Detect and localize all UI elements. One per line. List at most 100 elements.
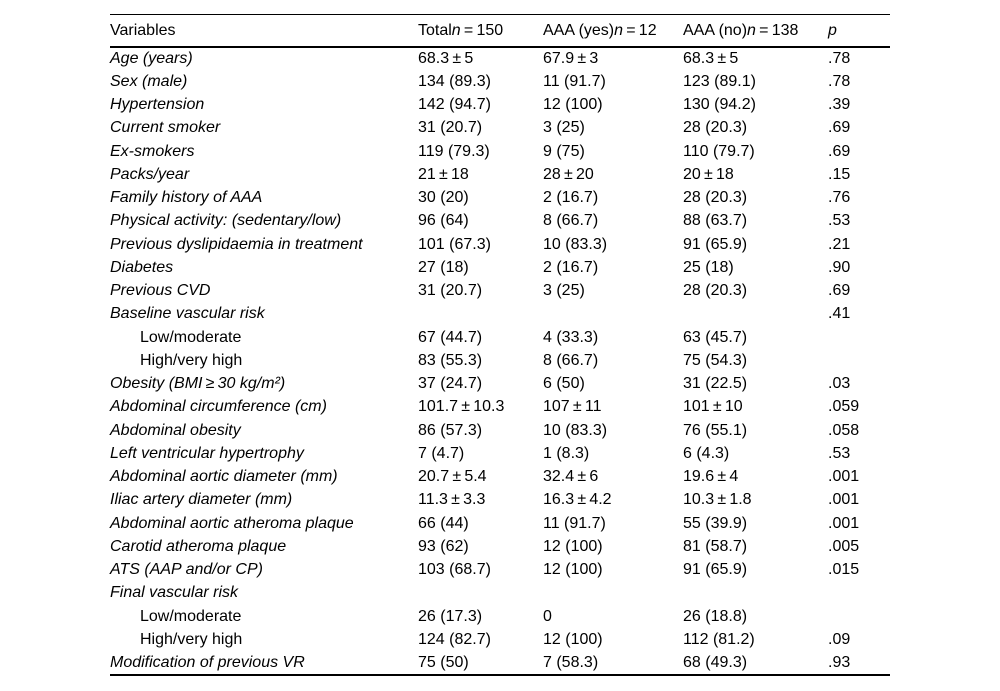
col-header-total-count: = 150 <box>460 21 504 39</box>
cell-aaa-yes: 0 <box>543 607 552 625</box>
table-row: Modification of previous VR 75 (50) 7 (5… <box>110 652 890 675</box>
row-label: Ex-smokers <box>110 142 195 160</box>
row-label: Abdominal obesity <box>110 421 241 439</box>
cell-aaa-no: 6 (4.3) <box>683 444 730 462</box>
cell-aaa-yes: 12 (100) <box>543 96 603 114</box>
cell-aaa-no <box>683 303 828 326</box>
row-label: Previous dyslipidaemia in treatment <box>110 235 363 253</box>
cell-p: .001 <box>828 514 860 532</box>
cell-aaa-no: 28 (20.3) <box>683 282 748 300</box>
table-row: Current smoker 31 (20.7) 3 (25) 28 (20.3… <box>110 117 890 140</box>
cell-p: .005 <box>828 537 860 555</box>
col-header-variables-label: Variables <box>110 21 176 39</box>
cell-p: .53 <box>828 444 851 462</box>
cell-aaa-yes <box>543 303 683 326</box>
cell-p: .78 <box>828 72 851 90</box>
table-row: Hypertension 142 (94.7) 12 (100) 130 (94… <box>110 94 890 117</box>
cell-p: .001 <box>828 468 860 486</box>
cell-p: .41 <box>828 305 851 323</box>
row-label: Low/moderate <box>140 328 242 346</box>
row-label: Iliac artery diameter (mm) <box>110 491 293 509</box>
cell-aaa-yes <box>543 582 683 605</box>
row-label: Left ventricular hypertrophy <box>110 444 304 462</box>
table-row: Family history of AAA 30 (20) 2 (16.7) 2… <box>110 187 890 210</box>
cell-aaa-yes: 4 (33.3) <box>543 328 599 346</box>
cell-aaa-no: 55 (39.9) <box>683 514 748 532</box>
cell-aaa-yes: 3 (25) <box>543 282 585 300</box>
cell-total: 27 (18) <box>418 258 469 276</box>
row-label: Low/moderate <box>140 607 242 625</box>
cell-aaa-yes: 11 (91.7) <box>543 72 606 90</box>
cell-aaa-no: 63 (45.7) <box>683 328 748 346</box>
cell-aaa-no: 68 (49.3) <box>683 653 748 671</box>
cell-aaa-yes: 2 (16.7) <box>543 258 599 276</box>
cell-aaa-no: 68.3 ± 5 <box>683 50 739 68</box>
row-label: Abdominal aortic diameter (mm) <box>110 468 338 486</box>
cell-aaa-no: 76 (55.1) <box>683 421 748 439</box>
row-label: Diabetes <box>110 258 174 276</box>
cell-aaa-no <box>683 582 828 605</box>
cell-total: 101.7 ± 10.3 <box>418 398 505 416</box>
row-label: High/very high <box>140 351 243 369</box>
table-row: Diabetes 27 (18) 2 (16.7) 25 (18) .90 <box>110 256 890 279</box>
table-row: Carotid atheroma plaque 93 (62) 12 (100)… <box>110 535 890 558</box>
row-label: Modification of previous VR <box>110 653 305 671</box>
row-label: Abdominal circumference (cm) <box>110 398 327 416</box>
cell-aaa-yes: 28 ± 20 <box>543 165 594 183</box>
col-header-total-label: Total <box>418 21 452 39</box>
cell-aaa-no: 81 (58.7) <box>683 537 748 555</box>
table-row: Previous dyslipidaemia in treatment 101 … <box>110 233 890 256</box>
table-row: Abdominal aortic diameter (mm) 20.7 ± 5.… <box>110 466 890 489</box>
table-row: Physical activity: (sedentary/low) 96 (6… <box>110 210 890 233</box>
cell-aaa-no: 112 (81.2) <box>683 630 755 648</box>
cell-p: .001 <box>828 491 860 509</box>
col-header-aaa-yes-label: AAA (yes) <box>543 21 615 39</box>
cell-p: .90 <box>828 258 851 276</box>
cell-aaa-yes: 1 (8.3) <box>543 444 590 462</box>
cell-total: 119 (79.3) <box>418 142 490 160</box>
col-header-aaa-no-n: n <box>747 21 756 39</box>
table-row: Obesity (BMI ≥ 30 kg/m²) 37 (24.7) 6 (50… <box>110 373 890 396</box>
cell-p: .39 <box>828 96 851 114</box>
cell-aaa-no: 20 ± 18 <box>683 165 734 183</box>
table-row: Abdominal obesity 86 (57.3) 10 (83.3) 76… <box>110 419 890 442</box>
cell-aaa-no: 110 (79.7) <box>683 142 755 160</box>
cell-p: .15 <box>828 165 851 183</box>
row-label: Previous CVD <box>110 282 211 300</box>
table-row: Packs/year 21 ± 18 28 ± 20 20 ± 18 .15 <box>110 163 890 186</box>
cell-p: .93 <box>828 653 851 671</box>
cell-total: 21 ± 18 <box>418 165 469 183</box>
cell-p: .21 <box>828 235 851 253</box>
cell-p: .69 <box>828 282 851 300</box>
cell-p: .058 <box>828 421 860 439</box>
row-label: Family history of AAA <box>110 189 263 207</box>
row-label: Hypertension <box>110 96 205 114</box>
cell-p: .69 <box>828 142 851 160</box>
table-row: High/very high 83 (55.3) 8 (66.7) 75 (54… <box>110 349 890 372</box>
cell-total: 37 (24.7) <box>418 375 483 393</box>
cell-aaa-yes: 67.9 ± 3 <box>543 50 599 68</box>
table-row: High/very high 124 (82.7) 12 (100) 112 (… <box>110 628 890 651</box>
cell-total: 68.3 ± 5 <box>418 50 474 68</box>
col-header-aaa-no: AAA (no)n = 138 <box>683 14 828 48</box>
row-label: Baseline vascular risk <box>110 305 265 323</box>
cell-aaa-yes: 10 (83.3) <box>543 421 608 439</box>
cell-total: 31 (20.7) <box>418 119 483 137</box>
row-label: Packs/year <box>110 165 190 183</box>
cell-p: .03 <box>828 375 851 393</box>
col-header-variables: Variables <box>110 14 418 48</box>
table-row: ATS (AAP and/or CP) 103 (68.7) 12 (100) … <box>110 559 890 582</box>
cell-total: 103 (68.7) <box>418 561 491 579</box>
cell-aaa-yes: 12 (100) <box>543 537 603 555</box>
cell-p: .015 <box>828 561 860 579</box>
cell-aaa-no: 91 (65.9) <box>683 561 748 579</box>
cell-aaa-no: 123 (89.1) <box>683 72 756 90</box>
cell-aaa-no: 75 (54.3) <box>683 351 748 369</box>
cell-p: .059 <box>828 398 860 416</box>
cell-total: 20.7 ± 5.4 <box>418 468 487 486</box>
header-row: Variables Totaln = 150 AAA (yes)n = 12 A… <box>110 14 890 48</box>
cell-p <box>828 605 890 628</box>
cell-aaa-no: 19.6 ± 4 <box>683 468 739 486</box>
cell-total: 31 (20.7) <box>418 282 483 300</box>
